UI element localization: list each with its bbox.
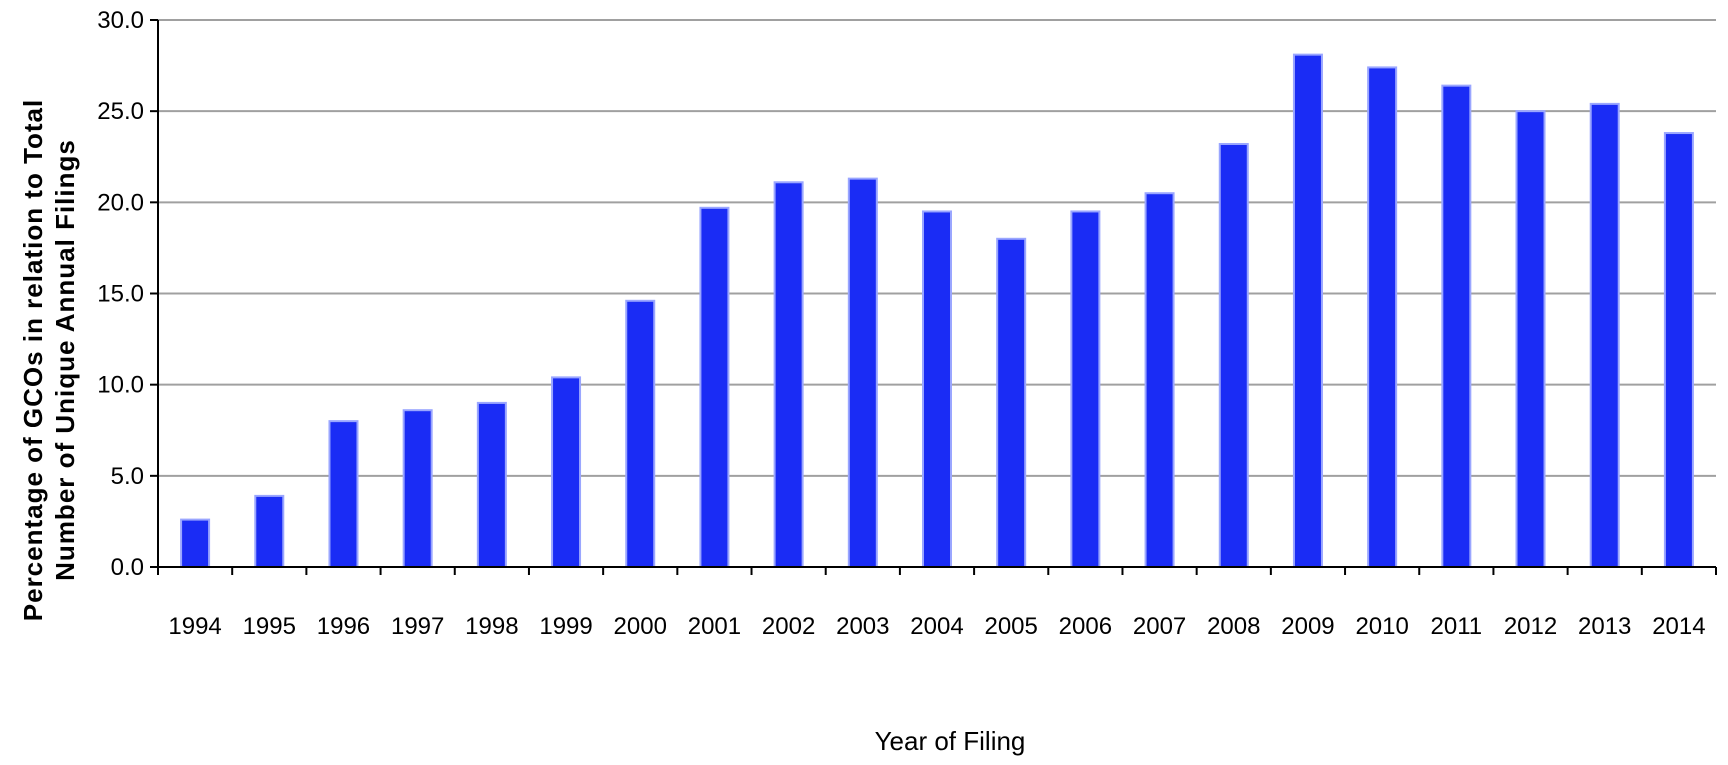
x-tick-label: 2001 (688, 613, 741, 640)
bar-1996 (328, 420, 359, 568)
bar-2012 (1515, 110, 1546, 569)
y-tick-label: 15.0 (97, 281, 144, 308)
x-tick-label: 1996 (317, 613, 370, 640)
x-tick-label: 2008 (1207, 613, 1260, 640)
x-axis-title: Year of Filing (875, 726, 1026, 756)
bar-2004 (922, 210, 952, 568)
y-axis-title-line-1: Percentage of GCOs in relation to Total (18, 99, 48, 621)
x-tick-label: 2012 (1504, 613, 1557, 640)
x-tick-label: 2002 (762, 613, 815, 640)
bar-2002 (773, 181, 804, 568)
y-tick-label: 20.0 (97, 189, 144, 216)
bar-1997 (402, 409, 433, 568)
bar-2006 (1070, 210, 1101, 568)
y-tick-label: 0.0 (111, 554, 144, 581)
bar-2013 (1589, 102, 1620, 569)
x-tick-label: 2000 (614, 613, 667, 640)
x-tick-label: 2010 (1355, 613, 1408, 640)
x-tick-label: 2007 (1133, 613, 1186, 640)
tick-labels: 0.0 5.0 10.0 15.0 20.0 25.0 30.0 1994 1995 1996 19… (97, 7, 1705, 640)
y-tick-label: 30.0 (97, 7, 144, 34)
x-tick-label: 2004 (910, 613, 963, 640)
bar-2010 (1367, 66, 1398, 568)
bar-2000 (625, 299, 656, 568)
x-tick-label: 1999 (539, 613, 592, 640)
bar-2001 (699, 206, 730, 568)
y-tick-label: 5.0 (111, 463, 144, 490)
bar-2011 (1441, 84, 1472, 568)
bar-2007 (1144, 192, 1175, 568)
bar-1995 (254, 494, 285, 569)
bars (180, 53, 1694, 569)
x-tick-label: 1997 (391, 613, 444, 640)
x-tick-label: 2011 (1431, 613, 1483, 640)
bar-2005 (996, 237, 1027, 569)
bar-2003 (847, 177, 878, 568)
x-tick-label: 2009 (1281, 613, 1334, 640)
bar-1999 (551, 376, 582, 568)
x-tick-label: 2006 (1059, 613, 1112, 640)
axes (150, 19, 1717, 575)
bar-2008 (1218, 142, 1249, 568)
x-tick-label: 1998 (465, 613, 518, 640)
x-tick-label: 2014 (1652, 613, 1705, 640)
y-tick-label: 25.0 (97, 98, 144, 125)
y-axis-title-line-2: Number of Unique Annual Filings (50, 139, 80, 581)
x-tick-label: 2005 (984, 613, 1037, 640)
bar-2009 (1292, 53, 1323, 569)
x-tick-label: 1994 (168, 613, 221, 640)
bar-2014 (1663, 132, 1694, 568)
y-tick-label: 10.0 (97, 372, 144, 399)
bar-1998 (476, 401, 507, 568)
x-tick-label: 2013 (1578, 613, 1631, 640)
bar-1994 (180, 518, 211, 568)
x-tick-label: 2003 (836, 613, 889, 640)
x-tick-label: 1995 (243, 613, 296, 640)
